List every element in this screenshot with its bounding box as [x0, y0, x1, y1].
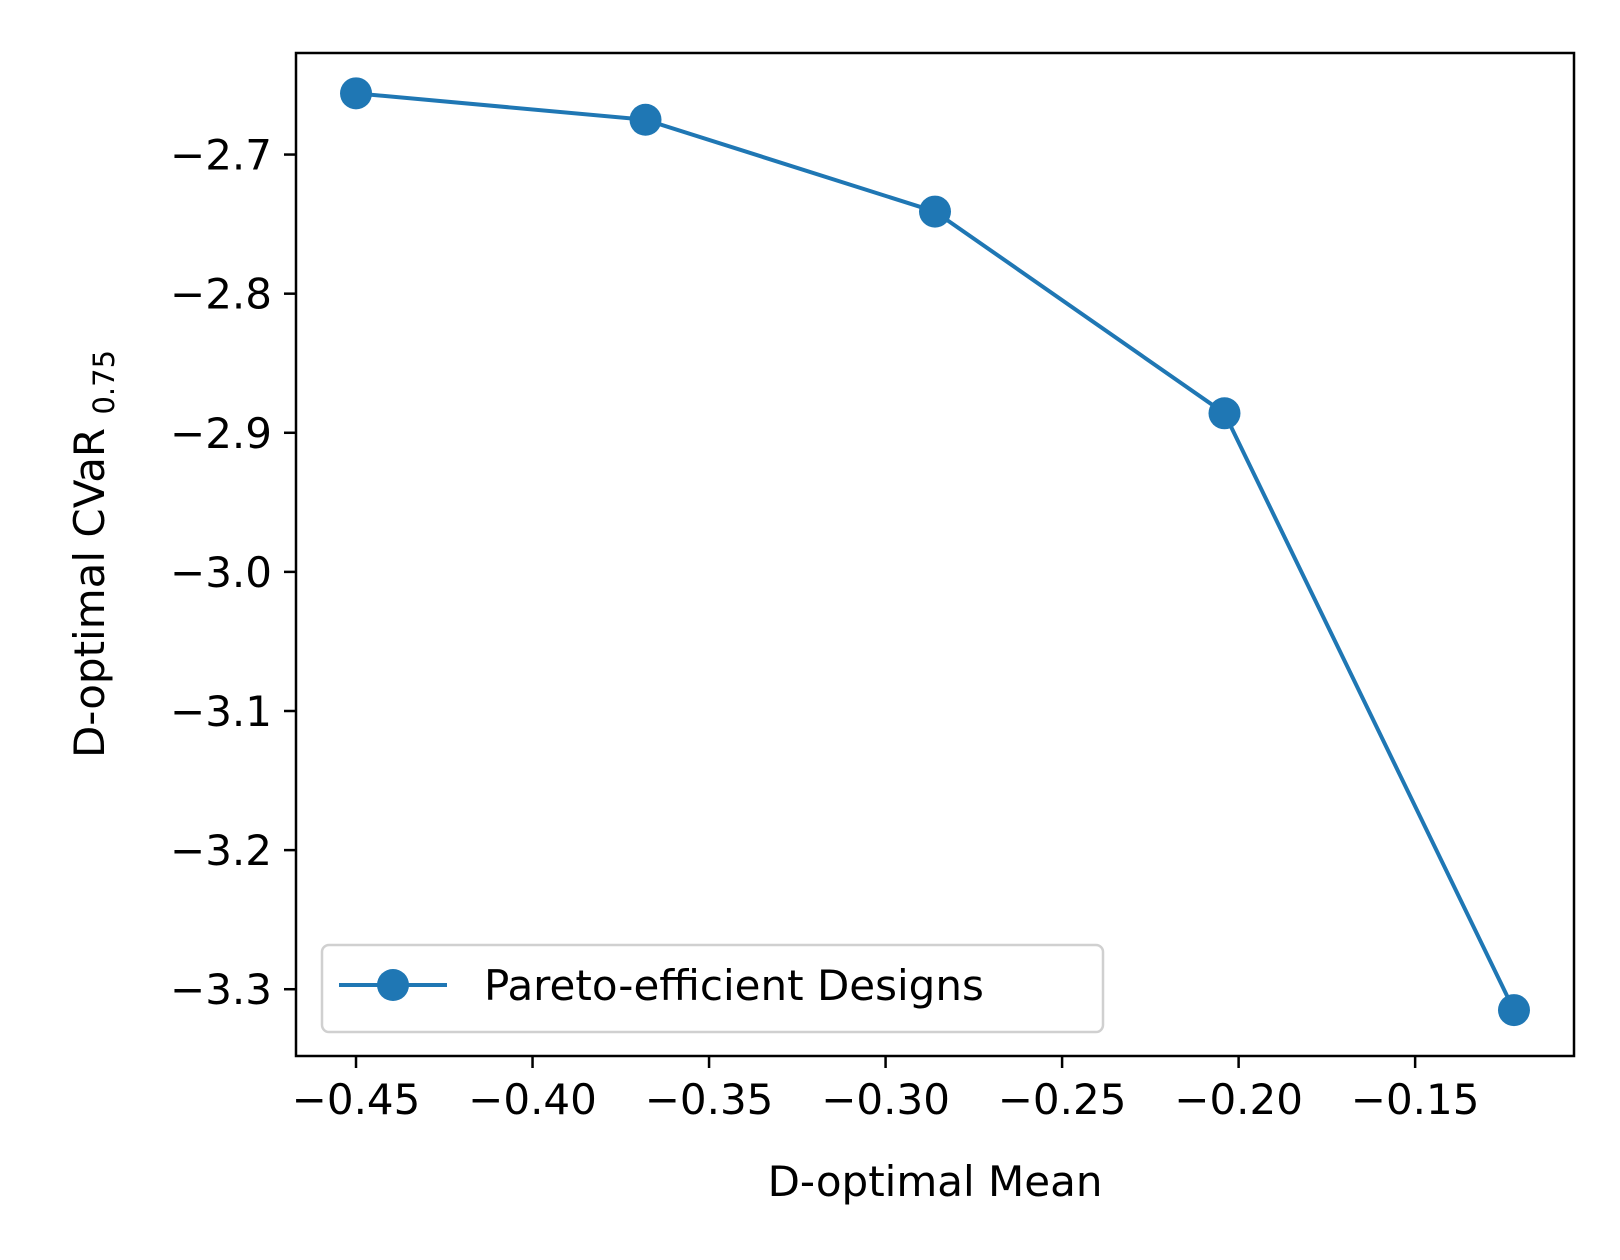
y-tick-label: −3.3: [170, 965, 272, 1014]
y-tick-label: −2.7: [170, 131, 272, 180]
x-tick-label: −0.25: [998, 1075, 1127, 1124]
data-point: [919, 195, 951, 228]
data-point: [340, 77, 373, 110]
data-point: [1497, 994, 1530, 1027]
y-axis-label-main: D-optimal CVaR: [65, 415, 114, 759]
x-tick-label: −0.15: [1351, 1075, 1480, 1124]
x-tick-label: −0.40: [468, 1075, 597, 1124]
y-tick-label: −2.9: [170, 409, 272, 458]
y-tick-label: −2.8: [170, 270, 272, 319]
legend-label: Pareto-efficient Designs: [484, 961, 984, 1010]
x-tick-label: −0.45: [292, 1075, 421, 1124]
y-tick-label: −3.1: [170, 687, 272, 736]
y-tick-label: −3.0: [170, 548, 272, 597]
legend: Pareto-efficient Designs: [320, 943, 1105, 1034]
x-tick-label: −0.20: [1174, 1075, 1303, 1124]
axes-frame: [294, 51, 1576, 1058]
y-axis-ticks: −2.7 −2.8 −2.9 −3.0 −3.1 −3.2 −3.3: [170, 131, 296, 1014]
x-tick-label: −0.35: [645, 1075, 774, 1124]
x-tick-label: −0.30: [821, 1075, 950, 1124]
x-axis-ticks: −0.45 −0.40 −0.35 −0.30 −0.25 −0.20 −0.15: [292, 1056, 1480, 1124]
y-tick-label: −3.2: [170, 826, 272, 875]
data-point: [629, 103, 662, 136]
series-layer: [340, 77, 1530, 1027]
legend-frame: [320, 943, 1105, 1034]
legend-marker-swatch: [377, 969, 409, 1001]
y-axis-label: D-optimal CVaR 0.75: [65, 350, 121, 758]
data-point: [1208, 397, 1241, 430]
y-axis-label-subscript: 0.75: [87, 350, 121, 415]
x-axis-label: D-optimal Mean: [768, 1157, 1103, 1206]
